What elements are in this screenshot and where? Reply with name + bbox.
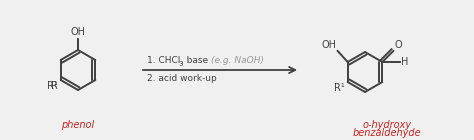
Text: benzaldehyde: benzaldehyde — [353, 128, 421, 138]
Text: H: H — [401, 57, 409, 67]
Text: R¹: R¹ — [334, 83, 345, 93]
Text: 1. CHCl: 1. CHCl — [147, 56, 181, 65]
Text: 2. acid work-up: 2. acid work-up — [147, 74, 217, 83]
Text: phenol: phenol — [61, 120, 95, 130]
Text: O: O — [394, 40, 402, 50]
Text: , base: , base — [182, 56, 211, 65]
Text: R: R — [51, 81, 58, 91]
Text: OH: OH — [71, 27, 85, 37]
Text: R¹: R¹ — [47, 81, 58, 91]
Text: 3: 3 — [179, 61, 183, 67]
Text: (e.g. NaOH): (e.g. NaOH) — [211, 56, 264, 65]
Text: OH: OH — [322, 40, 337, 50]
Text: o-hydroxy: o-hydroxy — [363, 120, 411, 130]
